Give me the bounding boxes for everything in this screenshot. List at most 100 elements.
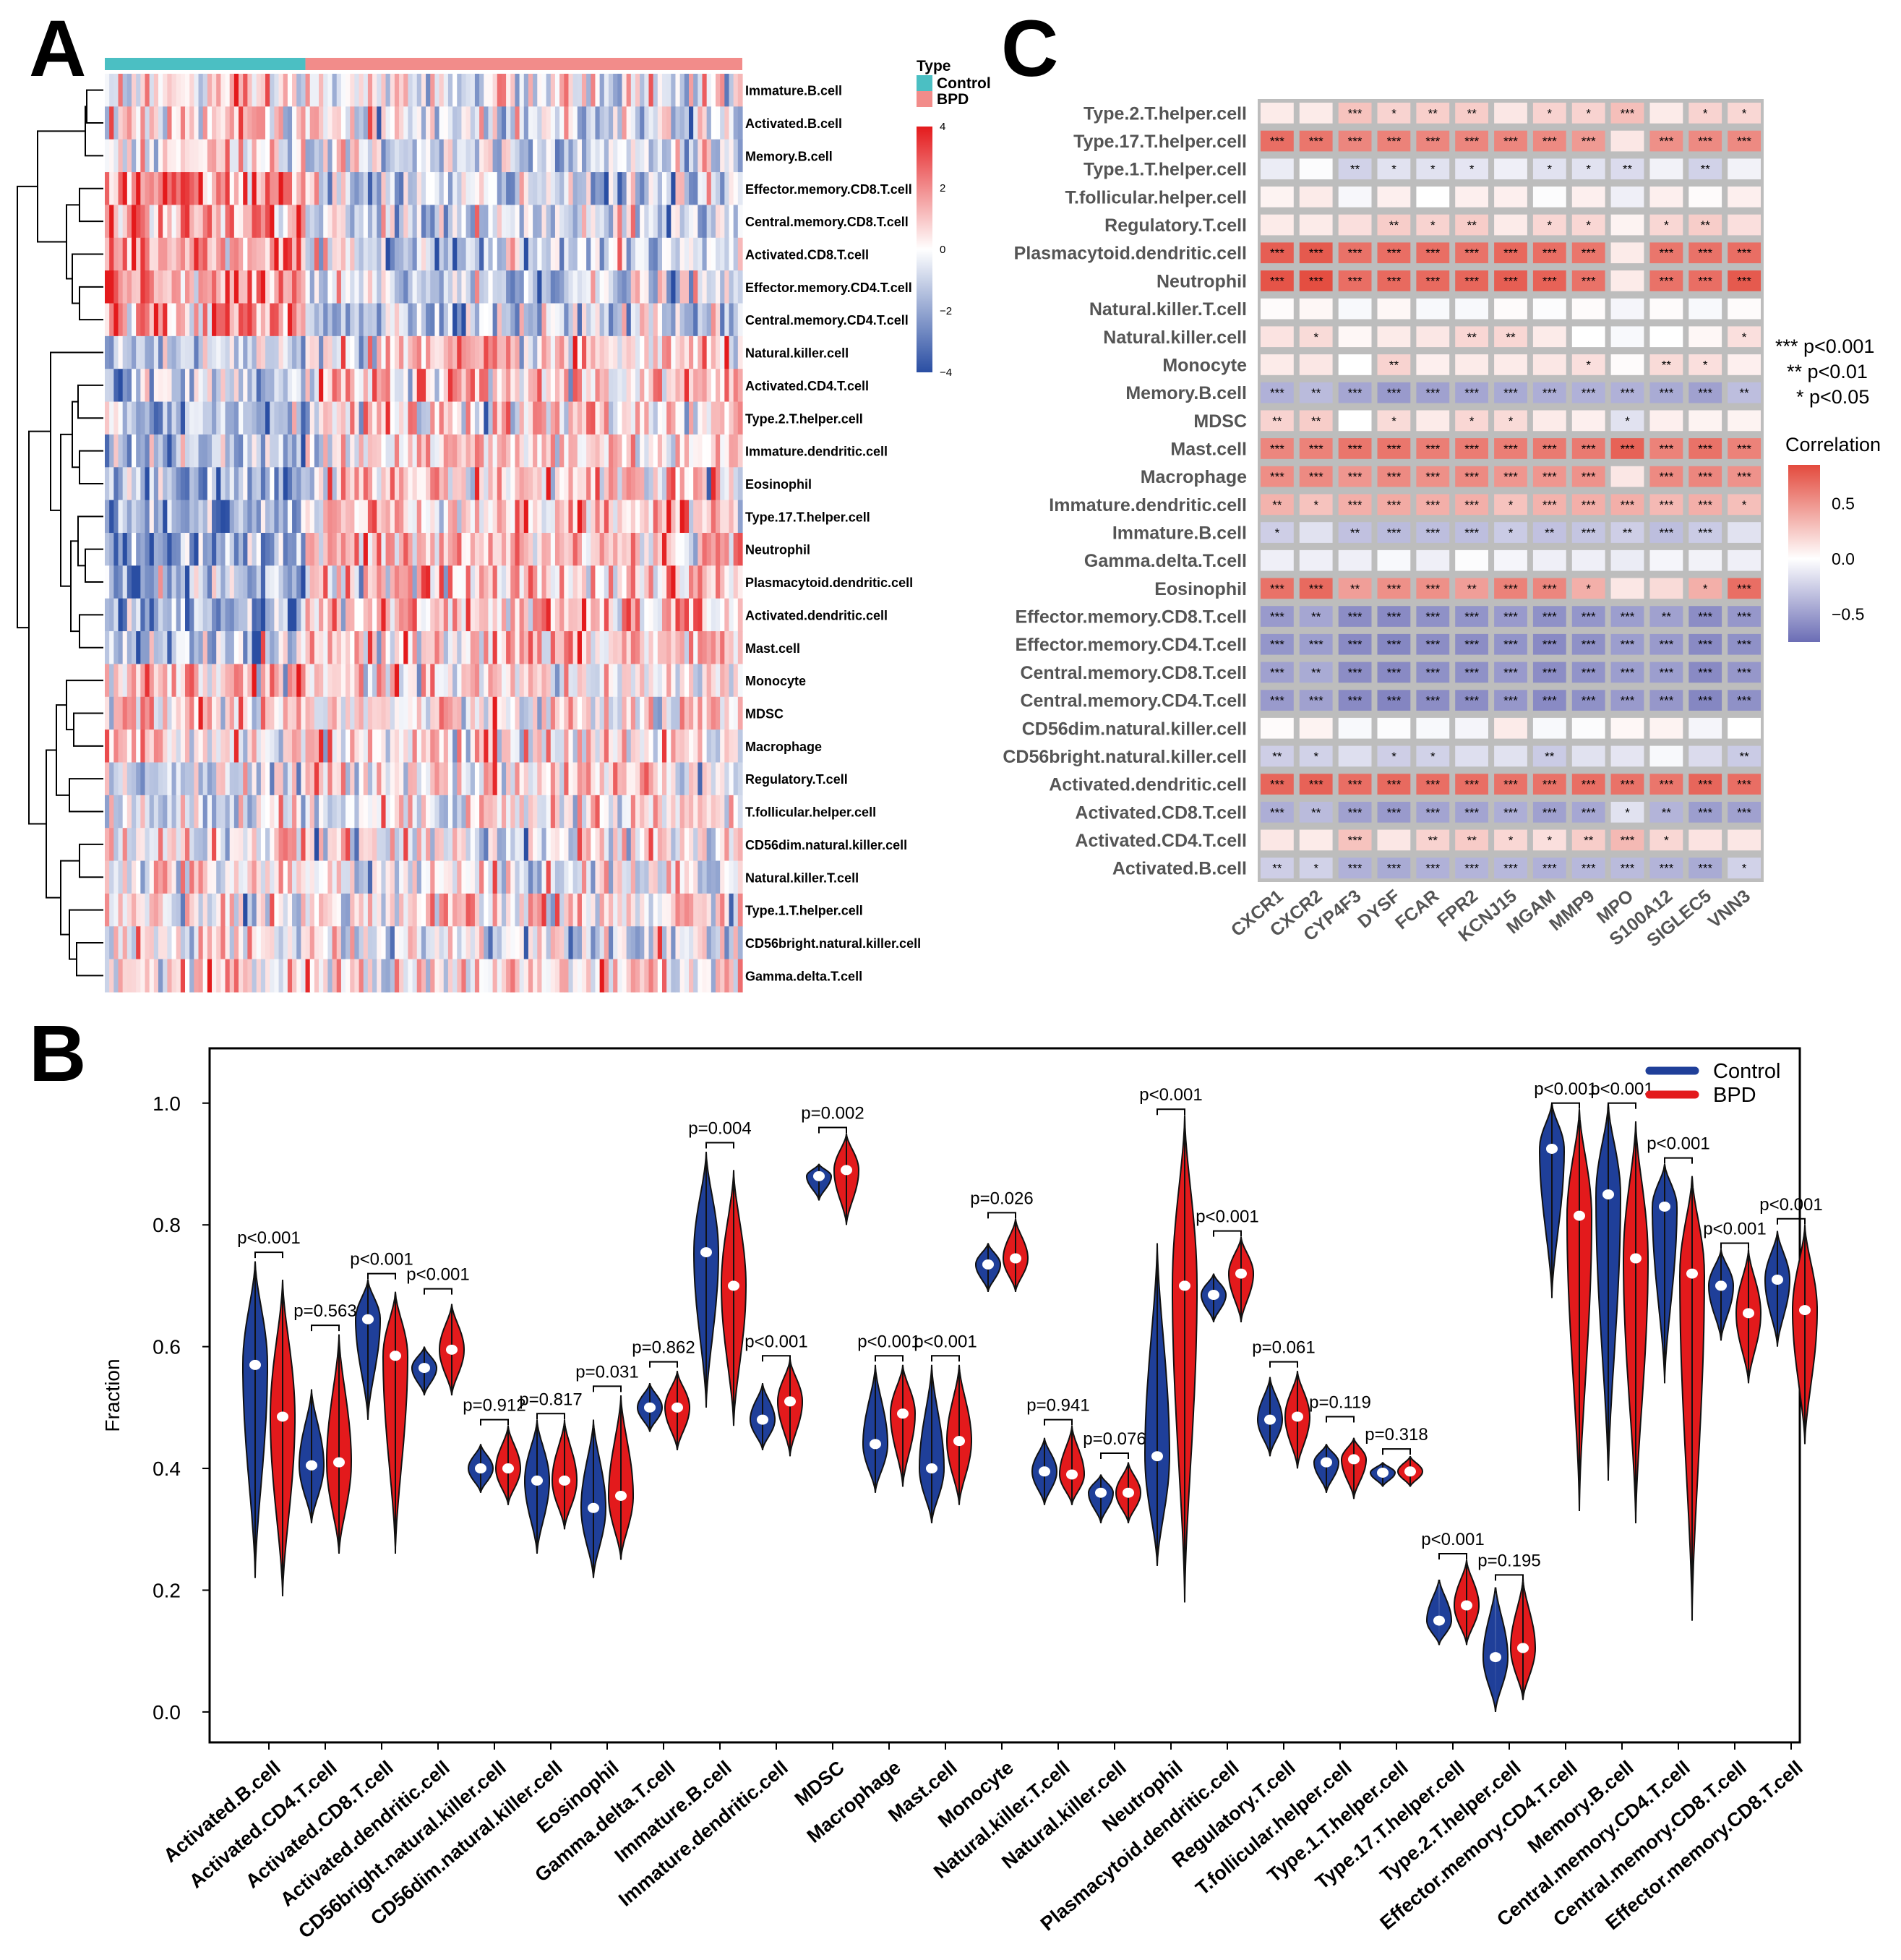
heat-cell <box>243 237 248 271</box>
heat-cell <box>109 533 114 566</box>
heat-cell <box>167 959 173 993</box>
heat-cell <box>688 893 694 927</box>
corr-cell <box>1377 802 1411 823</box>
violin-control <box>833 1133 847 1225</box>
corr-cell <box>1377 410 1411 432</box>
heat-cell <box>314 106 319 140</box>
corr-cell <box>1299 690 1333 711</box>
corr-cell <box>1377 522 1411 543</box>
heat-cell <box>354 860 360 894</box>
heat-cell <box>332 828 338 862</box>
heat-cell <box>194 795 199 829</box>
heat-cell <box>622 664 627 698</box>
significance-stars: ** <box>1506 330 1516 344</box>
heat-cell <box>591 369 596 403</box>
significance-stars: *** <box>1582 778 1596 792</box>
heat-cell <box>202 270 208 304</box>
heat-cell <box>457 893 463 927</box>
heat-cell <box>581 106 587 140</box>
heat-cell <box>176 860 181 894</box>
heat-cell <box>118 335 124 369</box>
heat-cell <box>239 926 244 960</box>
heat-cell <box>599 401 605 435</box>
heat-cell <box>715 598 721 632</box>
heat-cell <box>648 828 654 862</box>
heat-cell <box>252 729 257 763</box>
corr-cell <box>1261 382 1294 403</box>
heat-cell <box>247 828 253 862</box>
heat-cell <box>711 205 716 239</box>
heat-cell <box>354 696 360 730</box>
heat-cell <box>350 74 355 107</box>
heat-cell <box>158 631 163 665</box>
heat-cell <box>202 434 208 468</box>
heat-cell <box>332 631 338 665</box>
heat-cell <box>447 139 453 173</box>
heat-cell <box>484 926 489 960</box>
heat-cell <box>715 205 721 239</box>
heat-cell <box>617 369 623 403</box>
heat-cell <box>287 434 293 468</box>
heat-cell <box>385 467 391 501</box>
dendrogram-link <box>17 185 38 629</box>
heat-cell <box>225 303 231 337</box>
heat-cell <box>287 369 293 403</box>
heat-cell <box>346 696 351 730</box>
corr-cell <box>1728 549 1761 571</box>
corr-cell <box>1455 438 1488 459</box>
heat-cell <box>617 533 623 566</box>
heat-cell <box>715 959 721 993</box>
heat-cell <box>693 434 698 468</box>
heat-cell <box>136 500 141 534</box>
heat-cell <box>595 500 601 534</box>
heat-cell <box>702 795 708 829</box>
heat-cell <box>479 270 484 304</box>
corr-cell <box>1494 690 1527 711</box>
corr-cell <box>1532 717 1566 739</box>
heat-cell <box>377 74 382 107</box>
heat-cell <box>163 696 168 730</box>
panel-a-row-labels: Immature.B.cellActivated.B.cellMemory.B.… <box>745 84 921 984</box>
heat-cell <box>252 762 257 796</box>
heat-cell <box>519 401 525 435</box>
significance-stars: *** <box>1309 638 1323 651</box>
heat-cell <box>327 237 333 271</box>
heat-cell <box>519 434 525 468</box>
significance-stars: ** <box>1272 862 1282 876</box>
heat-cell <box>675 74 681 107</box>
heat-cell <box>340 401 346 435</box>
heat-cell <box>381 172 387 206</box>
heat-cell <box>158 533 163 566</box>
heat-cell <box>492 205 498 239</box>
heat-cell <box>613 237 618 271</box>
heat-cell <box>564 335 570 369</box>
colorbar-c-tick-label: −0.5 <box>1832 605 1864 624</box>
heat-cell <box>287 335 293 369</box>
corr-cell <box>1571 270 1605 291</box>
heat-cell <box>113 106 119 140</box>
heat-cell <box>350 500 355 534</box>
significance-stars: *** <box>1425 274 1440 288</box>
heat-cell <box>698 893 703 927</box>
heat-cell <box>381 434 387 468</box>
heat-cell <box>622 926 627 960</box>
heat-cell <box>661 631 667 665</box>
heat-cell <box>488 237 494 271</box>
heat-cell <box>171 270 177 304</box>
heat-cell <box>292 369 297 403</box>
pvalue-bracket <box>1438 1552 1467 1559</box>
heat-cell <box>118 598 124 632</box>
heat-cell <box>372 106 377 140</box>
heat-cell <box>661 959 667 993</box>
heat-cell <box>363 729 369 763</box>
y-tick-label: 1.0 <box>153 1092 181 1115</box>
heat-cell <box>426 467 431 501</box>
heat-cell <box>270 335 275 369</box>
heat-cell <box>586 729 591 763</box>
heat-cell <box>296 74 301 107</box>
heat-cell <box>390 926 395 960</box>
heat-cell <box>336 893 342 927</box>
heat-cell <box>319 565 324 599</box>
heat-cell <box>688 860 694 894</box>
heat-cell <box>354 500 360 534</box>
